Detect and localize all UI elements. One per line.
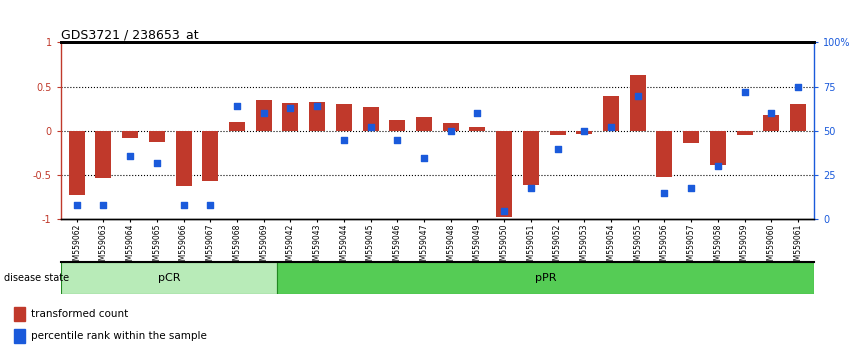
- Point: [711, 164, 725, 169]
- Point: [417, 155, 431, 160]
- Point: [364, 125, 378, 130]
- Bar: [309, 102, 325, 131]
- Bar: [496, 131, 512, 217]
- Bar: [550, 131, 565, 135]
- Bar: [68, 131, 85, 195]
- Bar: [576, 131, 592, 134]
- Point: [684, 185, 698, 190]
- Bar: [122, 131, 138, 138]
- Text: pPR: pPR: [535, 273, 556, 283]
- Bar: [95, 131, 112, 178]
- Bar: [523, 131, 539, 185]
- Bar: [14, 307, 25, 321]
- Bar: [469, 127, 486, 131]
- Point: [310, 103, 324, 109]
- Point: [391, 137, 404, 143]
- Bar: [737, 131, 753, 135]
- Point: [604, 125, 618, 130]
- Bar: [710, 131, 726, 165]
- Point: [177, 202, 191, 208]
- Bar: [336, 104, 352, 131]
- Point: [443, 128, 457, 134]
- Point: [524, 185, 538, 190]
- Point: [150, 160, 164, 166]
- Point: [96, 202, 110, 208]
- Point: [70, 202, 84, 208]
- Text: GDS3721 / 238653_at: GDS3721 / 238653_at: [61, 28, 198, 41]
- Bar: [416, 117, 432, 131]
- Bar: [14, 329, 25, 343]
- Bar: [282, 103, 299, 131]
- Point: [765, 110, 779, 116]
- Text: percentile rank within the sample: percentile rank within the sample: [31, 331, 207, 341]
- Point: [791, 84, 805, 90]
- Point: [283, 105, 297, 111]
- Bar: [389, 120, 405, 131]
- Point: [256, 110, 270, 116]
- Point: [551, 146, 565, 152]
- Point: [578, 128, 591, 134]
- Bar: [255, 100, 272, 131]
- Bar: [790, 104, 806, 131]
- Bar: [277, 262, 814, 294]
- Bar: [61, 262, 277, 294]
- Point: [123, 153, 137, 159]
- Bar: [176, 131, 191, 186]
- Text: disease state: disease state: [4, 273, 69, 283]
- Bar: [443, 123, 459, 131]
- Point: [470, 110, 484, 116]
- Bar: [203, 131, 218, 181]
- Point: [630, 93, 644, 98]
- Bar: [603, 96, 619, 131]
- Point: [230, 103, 244, 109]
- Text: pCR: pCR: [158, 273, 180, 283]
- Point: [497, 208, 511, 213]
- Text: transformed count: transformed count: [31, 309, 128, 319]
- Point: [337, 137, 351, 143]
- Bar: [363, 107, 378, 131]
- Bar: [656, 131, 672, 177]
- Bar: [149, 131, 165, 142]
- Point: [738, 89, 752, 95]
- Bar: [630, 75, 646, 131]
- Bar: [683, 131, 699, 143]
- Point: [204, 202, 217, 208]
- Point: [657, 190, 671, 196]
- Bar: [763, 115, 779, 131]
- Bar: [229, 122, 245, 131]
